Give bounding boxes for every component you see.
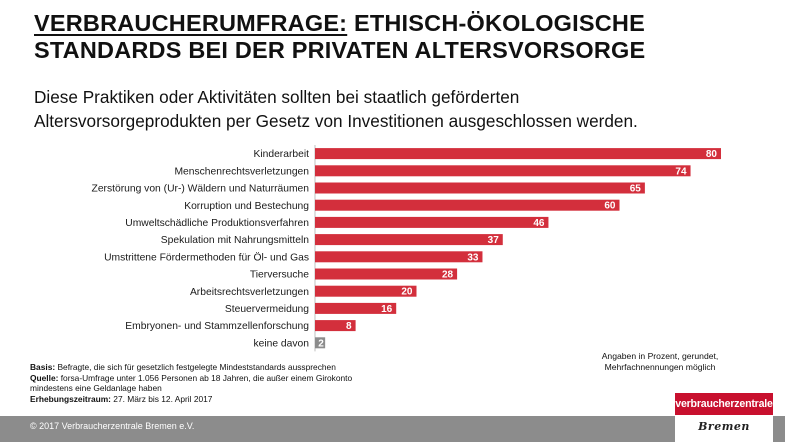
quelle-label: Quelle: bbox=[30, 372, 59, 383]
basis-text: Befragte, die sich für gesetzlich festge… bbox=[55, 362, 336, 372]
page-title: VERBRAUCHERUMFRAGE: ETHISCH-ÖKOLOGISCHE … bbox=[34, 10, 774, 64]
data-label: 2 bbox=[318, 338, 324, 349]
bar bbox=[315, 216, 549, 228]
units-line-2: Mehrfachnennungen möglich bbox=[604, 362, 716, 372]
category-label: Korruption und Bestechung bbox=[184, 201, 309, 212]
data-label: 20 bbox=[401, 287, 413, 298]
data-label: 37 bbox=[488, 235, 500, 246]
zeitraum-note: Erhebungszeitraum: 27. März bis 12. Apri… bbox=[30, 394, 450, 405]
category-label: Zerstörung von (Ur-) Wäldern und Naturrä… bbox=[92, 184, 310, 195]
data-label: 8 bbox=[346, 321, 352, 332]
zeitraum-text: 27. März bis 12. April 2017 bbox=[110, 393, 213, 404]
bar bbox=[315, 302, 397, 314]
units-line-1: Angaben in Prozent, gerundet, bbox=[601, 351, 719, 361]
data-label: 33 bbox=[467, 252, 479, 263]
title-part-2: ETHISCH-ÖKOLOGISCHE bbox=[347, 10, 645, 36]
category-label: Kinderarbeit bbox=[253, 149, 309, 160]
copyright-text: © 2017 Verbraucherzentrale Bremen e.V. bbox=[30, 421, 195, 431]
source-notes: Basis: Befragte, die sich für gesetzlich… bbox=[30, 362, 450, 404]
data-label: 28 bbox=[442, 270, 454, 281]
bar bbox=[315, 268, 458, 280]
quelle-text-continued: mindestens eine Geldanlage haben bbox=[30, 383, 162, 394]
zeitraum-label: Erhebungszeitraum: bbox=[30, 393, 111, 404]
subtitle-line-1: Diese Praktiken oder Aktivitäten sollten… bbox=[34, 87, 520, 107]
brand-logo: verbraucherzentrale Bremen bbox=[675, 393, 773, 442]
category-label: Arbeitsrechtsverletzungen bbox=[190, 287, 309, 298]
subtitle-line-2: Altersvorsorgeprodukten per Gesetz von I… bbox=[34, 111, 638, 131]
category-label: Spekulation mit Nahrungsmitteln bbox=[161, 235, 310, 246]
title-line-2: STANDARDS BEI DER PRIVATEN ALTERSVORSORG… bbox=[34, 37, 646, 63]
category-label: Steuervermeidung bbox=[225, 304, 309, 315]
data-label: 46 bbox=[533, 218, 545, 229]
data-label: 65 bbox=[630, 184, 642, 195]
bar bbox=[315, 165, 691, 177]
footer-bar: © 2017 Verbraucherzentrale Bremen e.V. bbox=[0, 416, 785, 442]
subtitle: Diese Praktiken oder Aktivitäten sollten… bbox=[34, 85, 779, 133]
bar bbox=[315, 337, 326, 349]
bar bbox=[315, 320, 356, 332]
basis-note: Basis: Befragte, die sich für gesetzlich… bbox=[30, 362, 450, 373]
category-label: Menschenrechtsverletzungen bbox=[174, 166, 309, 177]
data-label: 80 bbox=[706, 149, 718, 160]
data-label: 16 bbox=[381, 304, 393, 315]
units-note: Angaben in Prozent, gerundet, Mehrfachne… bbox=[560, 351, 760, 373]
category-label: Tierversuche bbox=[250, 270, 309, 281]
bar bbox=[315, 182, 645, 194]
title-part-1: VERBRAUCHERUMFRAGE: bbox=[34, 10, 348, 36]
category-label: Umstrittene Fördermethoden für Öl- und G… bbox=[104, 251, 309, 263]
logo-bottom-text: Bremen bbox=[698, 420, 750, 433]
quelle-text: forsa-Umfrage unter 1.056 Personen ab 18… bbox=[58, 372, 353, 383]
category-label: Umweltschädliche Produktionsverfahren bbox=[125, 218, 309, 229]
bar bbox=[315, 285, 417, 297]
bar bbox=[315, 199, 620, 211]
bar bbox=[315, 251, 483, 263]
bar bbox=[315, 234, 503, 246]
bar bbox=[315, 148, 721, 160]
data-label: 74 bbox=[675, 166, 687, 177]
category-label: Embryonen- und Stammzellenforschung bbox=[125, 321, 309, 332]
quelle-note: Quelle: forsa-Umfrage unter 1.056 Person… bbox=[30, 373, 450, 384]
logo-top-text: verbraucherzentrale bbox=[675, 393, 773, 415]
data-label: 60 bbox=[604, 201, 616, 212]
category-label: keine davon bbox=[253, 338, 309, 349]
basis-label: Basis: bbox=[30, 362, 56, 372]
